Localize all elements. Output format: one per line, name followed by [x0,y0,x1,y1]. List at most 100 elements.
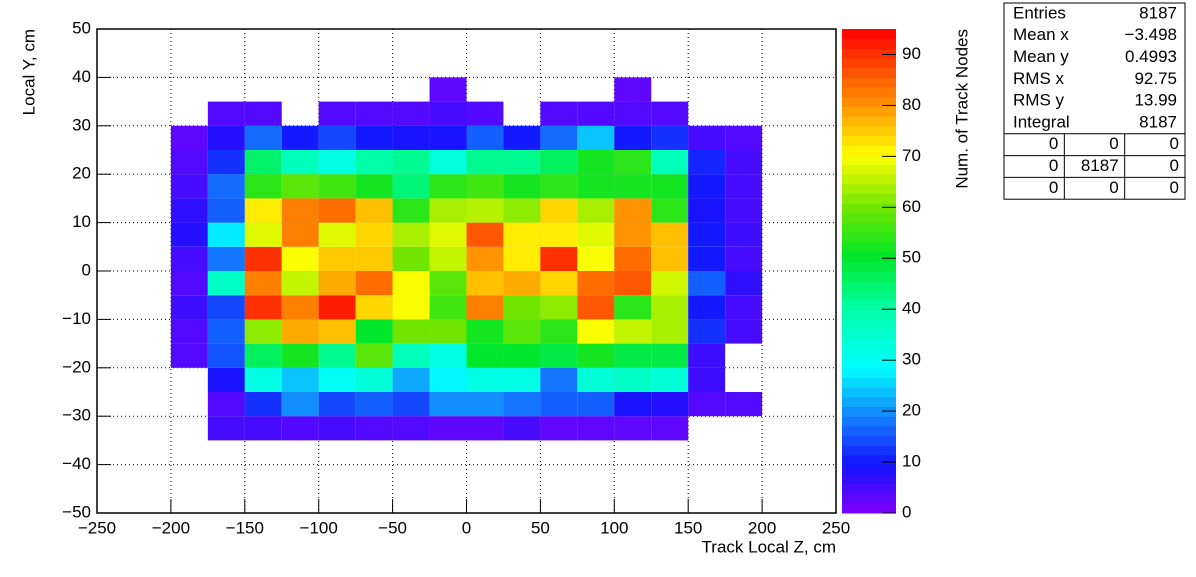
heat-cell [392,174,430,199]
stats-cell: 0 [1170,178,1179,197]
z-tick-label: 70 [902,146,921,165]
heat-cell [651,416,689,441]
heat-cell [725,174,763,199]
heat-cell [244,367,282,392]
stats-cell: 0 [1049,178,1058,197]
heat-cell [244,174,282,199]
y-tick-label: 30 [72,115,91,134]
color-bar-segment [842,319,896,330]
heat-cell [207,150,245,175]
heat-cell [725,125,763,150]
stats-label: RMS x [1013,69,1065,88]
heat-cell [614,77,652,102]
heat-cell [651,101,689,126]
heat-cell [466,101,504,126]
color-bar-segment [842,367,896,378]
heat-cell [207,392,245,417]
heat-cell [355,367,393,392]
heat-cell [466,198,504,223]
heat-cell [244,246,282,271]
heat-cell [207,343,245,368]
stats-value: 8187 [1139,112,1177,131]
heat-cell [688,343,726,368]
color-bar-segment [842,106,896,117]
heat-cell [651,295,689,320]
heat-cell [207,246,245,271]
y-tick-label: −40 [62,454,91,473]
y-tick-label: −50 [62,502,91,521]
heat-cell [170,295,208,320]
color-bar-segment [842,338,896,349]
heat-cell [244,222,282,247]
x-tick-label: 100 [600,518,628,537]
heat-cell [281,343,319,368]
heat-cell [281,174,319,199]
x-tick-label: −150 [226,518,264,537]
color-bar-segment [842,183,896,195]
heat-cell [207,295,245,320]
heat-cell [688,367,726,392]
color-bar-segment [842,445,896,456]
heat-cell [503,150,541,175]
heat-cell [281,198,319,223]
heat-cell [577,319,615,344]
heat-cell [318,416,356,441]
heat-cell [429,271,467,296]
color-bar-segment [842,503,896,514]
heat-cell [651,367,689,392]
heat-cell [614,150,652,175]
heat-cell [318,150,356,175]
color-bar-segment [842,406,896,417]
heat-cell [355,246,393,271]
heat-cell [281,416,319,441]
color-bar-segment [842,193,896,204]
color-bar-segment [842,261,896,272]
heat-cell [540,295,578,320]
heat-cell [688,125,726,150]
heat-cell [318,174,356,199]
color-bar-segment [842,377,896,388]
x-tick-label: 250 [822,518,850,537]
color-bar-segment [842,203,896,214]
heat-cell [429,125,467,150]
heat-cell [318,343,356,368]
heat-cell [281,392,319,417]
color-bar-segment [842,135,896,146]
heat-cell [540,343,578,368]
heat-cell [614,295,652,320]
heat-cell [429,174,467,199]
heat-cell [207,271,245,296]
color-bar-segment [842,67,896,78]
heat-cell [170,222,208,247]
color-bar-segment [842,125,896,136]
heat-cell [244,319,282,344]
color-bar-segment [842,164,896,175]
heat-cell [355,198,393,223]
stats-label: Integral [1013,112,1070,131]
heat-cell [725,150,763,175]
stats-label: Entries [1013,3,1066,22]
heat-cell [466,271,504,296]
heat-cell [244,416,282,441]
heat-cell [244,392,282,417]
heat-cell [392,246,430,271]
heat-cell [244,343,282,368]
heat-cell [355,125,393,150]
stats-cell: 0 [1170,134,1179,153]
heat-cell [466,222,504,247]
heat-cell [244,101,282,126]
color-bar-segment [842,416,896,427]
heat-cell [429,246,467,271]
x-tick-label: −250 [78,518,116,537]
color-bar-segment [842,358,896,369]
heat-cell [392,125,430,150]
color-bar-segment [842,280,896,291]
heat-cell [540,367,578,392]
color-bar-segment [842,58,896,69]
color-bar-segment [842,348,896,359]
heat-cell [503,246,541,271]
y-tick-label: 20 [72,164,91,183]
heat-cell [429,198,467,223]
heat-cell [577,101,615,126]
heat-cell [244,271,282,296]
